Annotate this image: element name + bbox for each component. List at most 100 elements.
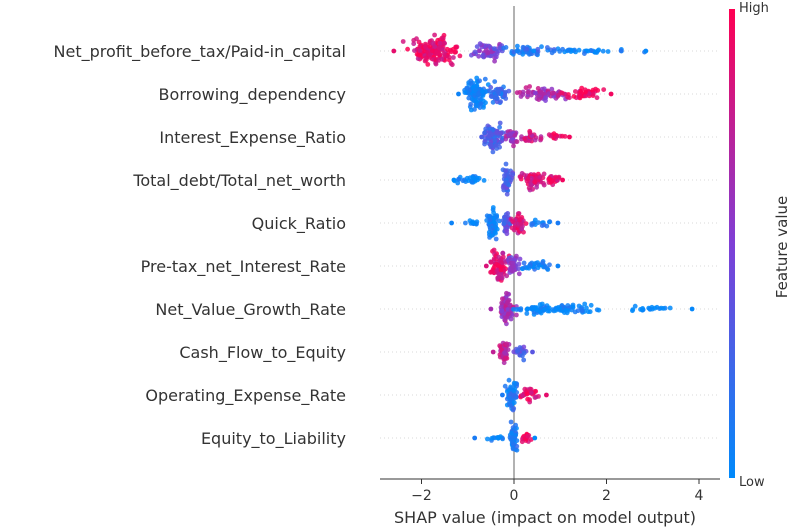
shap-dot: [559, 133, 565, 139]
shap-dot: [529, 182, 535, 188]
shap-dot: [643, 48, 649, 54]
shap-dot: [503, 89, 508, 95]
shap-dot: [441, 51, 447, 56]
shap-dot: [483, 263, 489, 269]
shap-dot: [492, 138, 498, 143]
shap-dot: [539, 44, 544, 50]
shap-dot: [501, 360, 507, 366]
shap-dot: [436, 45, 442, 51]
shap-dot: [482, 141, 487, 147]
shap-dot: [469, 179, 475, 185]
shap-dot: [531, 48, 537, 54]
shap-dot: [492, 58, 497, 64]
shap-dot: [513, 422, 518, 428]
shap-dot: [487, 130, 493, 136]
shap-dot: [504, 191, 510, 197]
shap-dot: [565, 94, 570, 100]
shap-dot: [549, 86, 555, 92]
shap-dot: [507, 266, 513, 272]
shap-dot: [491, 216, 497, 222]
shap-dot: [500, 185, 506, 190]
shap-dot: [525, 396, 530, 402]
shap-dot: [488, 306, 494, 312]
shap-dot: [539, 90, 545, 96]
shap-dot: [491, 210, 496, 216]
shap-dot: [508, 386, 514, 391]
shap-dot: [556, 174, 562, 180]
shap-dot: [482, 130, 487, 136]
shap-dot: [601, 87, 607, 92]
shap-dot: [498, 267, 504, 273]
shap-dot: [476, 53, 482, 59]
shap-dot: [553, 174, 559, 180]
shap-dot: [391, 48, 397, 54]
shap-dot: [499, 275, 505, 281]
shap-dot: [572, 309, 578, 315]
shap-dot: [630, 308, 635, 314]
shap-dot: [546, 91, 552, 96]
feature-label: Net_Value_Growth_Rate: [155, 300, 346, 320]
shap-dot: [448, 49, 454, 55]
shap-dot: [514, 48, 520, 54]
shap-dot: [483, 100, 488, 106]
shap-dot: [547, 262, 552, 268]
shap-dot: [417, 48, 423, 53]
shap-dot: [534, 184, 539, 190]
feature-label: Borrowing_dependency: [159, 85, 346, 105]
shap-dot: [618, 48, 624, 54]
shap-dot: [573, 89, 578, 94]
shap-dot: [533, 260, 539, 266]
shap-dot: [521, 260, 527, 266]
shap-dot: [585, 48, 591, 54]
feature-row-dots: [391, 32, 649, 68]
shap-dot: [515, 43, 520, 49]
shap-dot: [577, 93, 583, 98]
shap-dot: [540, 260, 545, 266]
shap-dot: [477, 78, 482, 84]
shap-dot: [502, 350, 507, 355]
shap-dot: [500, 250, 506, 256]
shap-dot: [487, 126, 493, 132]
shap-dot: [543, 95, 549, 100]
shap-dot: [533, 90, 538, 96]
shap-dot: [449, 62, 455, 68]
x-tick-label: −2: [411, 488, 432, 504]
feature-label: Cash_Flow_to_Equity: [179, 343, 346, 363]
shap-dot: [514, 253, 519, 259]
shap-dot: [508, 403, 513, 408]
shap-dot: [482, 76, 488, 82]
shap-dot: [582, 301, 588, 307]
shap-dot: [490, 349, 496, 355]
shap-dot: [417, 52, 422, 58]
shap-dot: [532, 217, 538, 223]
shap-dot: [506, 377, 512, 383]
colorbar-gradient: [729, 9, 735, 478]
shap-dot: [526, 264, 532, 269]
shap-dot: [525, 433, 531, 439]
shap-dot: [503, 168, 509, 174]
shap-dot: [512, 386, 518, 392]
shap-dot: [481, 105, 486, 110]
feature-label: Interest_Expense_Ratio: [159, 128, 346, 148]
shap-dot: [504, 273, 510, 279]
shap-dot: [503, 355, 508, 361]
shap-dot: [497, 343, 503, 349]
shap-dot: [502, 217, 508, 223]
shap-dot: [667, 305, 673, 311]
shap-dot: [514, 90, 520, 96]
shap-dot: [521, 350, 527, 356]
feature-label: Pre-tax_net_Interest_Rate: [141, 257, 346, 277]
shap-dot: [535, 265, 541, 271]
shap-dot: [501, 221, 507, 227]
shap-dot: [517, 256, 523, 262]
colorbar-title: Feature value: [773, 196, 791, 298]
shap-dot: [474, 44, 480, 49]
feature-labels: Net_profit_before_tax/Paid-in_capital Bor…: [54, 42, 346, 449]
shap-dot: [534, 51, 539, 57]
shap-dot: [551, 90, 556, 96]
shap-dot: [489, 436, 495, 441]
shap-dot: [495, 130, 500, 135]
shap-dot: [538, 136, 544, 142]
shap-dot: [542, 264, 548, 270]
